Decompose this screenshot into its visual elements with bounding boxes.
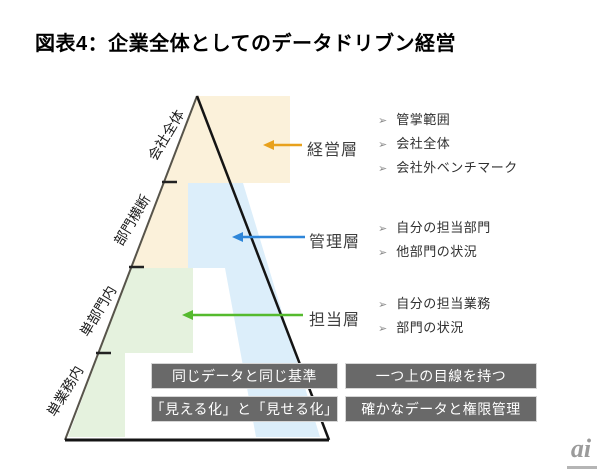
list-item: ➢ 他部門の状況 — [378, 241, 491, 259]
management-bullet-list: ➢ 自分の担当部門 ➢ 他部門の状況 — [378, 217, 491, 265]
bullet-text: 会社全体 — [396, 136, 451, 151]
arrow-bullet-icon: ➢ — [378, 223, 388, 235]
bullet-text: 自分の担当業務 — [396, 296, 491, 311]
arrow-bullet-icon: ➢ — [378, 323, 388, 335]
layer-label-staff: 担当層 — [309, 312, 361, 329]
arrow-bullet-icon: ➢ — [378, 247, 388, 259]
bullet-text: 会社外ベンチマーク — [396, 160, 518, 175]
principle-box-visualization: 「見える化」と「見せる化」 — [150, 396, 338, 422]
list-item: ➢ 部門の状況 — [378, 317, 491, 335]
list-item: ➢ 自分の担当業務 — [378, 293, 491, 311]
list-item: ➢ 自分の担当部門 — [378, 217, 491, 235]
principle-box-reliable-data: 確かなデータと権限管理 — [345, 396, 537, 422]
layer-fill-executive — [131, 96, 290, 268]
arrow-bullet-icon: ➢ — [378, 299, 388, 311]
layer-fill-staff — [68, 268, 193, 437]
staff-arrow-head-icon — [182, 310, 193, 320]
principle-box-same-data: 同じデータと同じ基準 — [151, 363, 338, 389]
asahi-interactive-logo: ai — [570, 434, 592, 463]
management-arrow-head-icon — [232, 232, 243, 242]
staff-bullet-list: ➢ 自分の担当業務 ➢ 部門の状況 — [378, 293, 491, 341]
list-item: ➢ 会社外ベンチマーク — [378, 157, 518, 175]
layer-label-management: 管理層 — [309, 234, 361, 251]
bullet-text: 管掌範囲 — [396, 112, 451, 127]
list-item: ➢ 会社全体 — [378, 133, 518, 151]
logo-subtext-bar — [567, 466, 597, 469]
bullet-text: 自分の担当部門 — [396, 220, 491, 235]
layer-label-executive: 経営層 — [307, 142, 359, 159]
bullet-text: 部門の状況 — [396, 320, 464, 335]
arrow-bullet-icon: ➢ — [378, 139, 388, 151]
list-item: ➢ 管掌範囲 — [378, 109, 518, 127]
arrow-bullet-icon: ➢ — [378, 163, 388, 175]
bullet-text: 他部門の状況 — [396, 244, 478, 259]
executive-bullet-list: ➢ 管掌範囲 ➢ 会社全体 ➢ 会社外ベンチマーク — [378, 109, 518, 181]
principle-box-one-level-up: 一つ上の目線を持つ — [345, 363, 537, 389]
page-title: 図表4：企業全体としてのデータドリブン経営 — [35, 33, 457, 55]
arrow-bullet-icon: ➢ — [378, 115, 388, 127]
executive-arrow-head-icon — [263, 140, 274, 150]
